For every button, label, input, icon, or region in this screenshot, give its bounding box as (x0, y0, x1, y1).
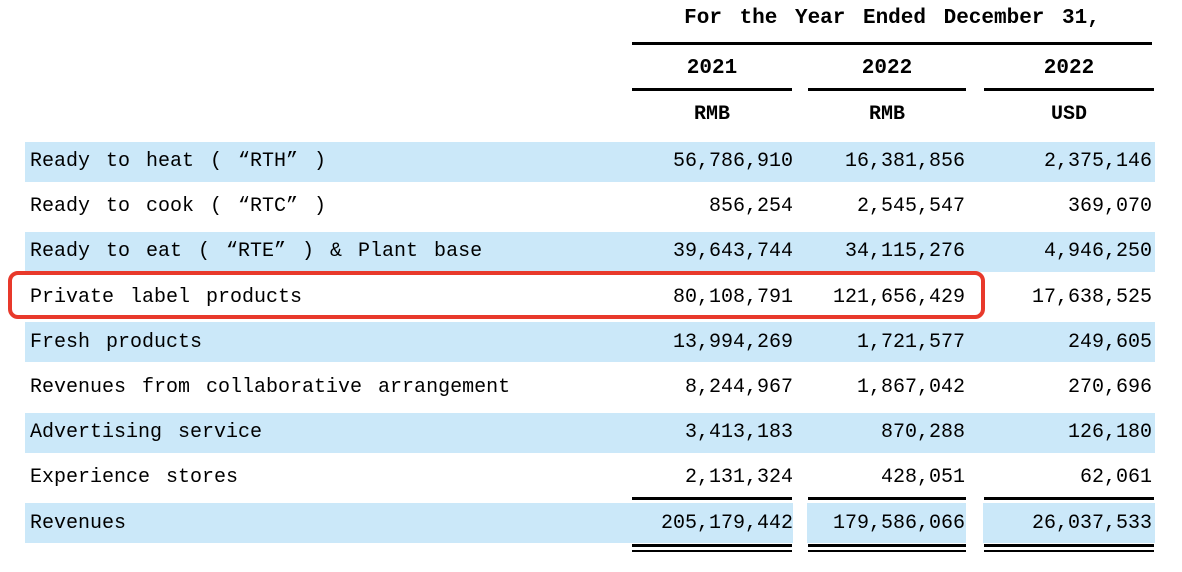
row-label: Advertising service (30, 421, 263, 445)
double-underline-2022-usd (984, 544, 1154, 552)
cell-2022-usd: 126,180 (1067, 421, 1152, 445)
double-underline-2021 (632, 544, 792, 552)
cell-2021-rmb: 56,786,910 (672, 150, 793, 174)
cell-2021-rmb: 8,244,967 (684, 376, 793, 400)
column-header-currency-rmb-1: RMB (693, 103, 730, 126)
cell-2022-usd: 369,070 (1067, 195, 1152, 219)
cell-2021-rmb: 2,131,324 (684, 466, 793, 490)
row-label: Ready to cook ( “RTC” ) (30, 195, 327, 219)
cell-2022-rmb: 179,586,066 (832, 511, 965, 535)
cell-2022-usd: 249,605 (1067, 330, 1152, 354)
cell-2022-usd: 4,946,250 (1043, 240, 1152, 264)
table-title: For the Year Ended December 31, (684, 7, 1100, 30)
double-underline-2022-rmb (808, 544, 966, 552)
cell-2022-usd: 270,696 (1067, 376, 1152, 400)
row-label: Experience stores (30, 466, 239, 490)
cell-2022-rmb: 1,867,042 (856, 376, 965, 400)
table-row-revenues-total: Revenues 205,179,442 179,586,066 26,037,… (25, 500, 1155, 546)
cell-2022-usd: 26,037,533 (1031, 511, 1152, 535)
table-row-private-label-products: Private label products 80,108,791 121,65… (25, 275, 1155, 320)
table-row-advertising-service: Advertising service 3,413,183 870,288 12… (25, 410, 1155, 456)
total-row-cell-gap (966, 502, 983, 544)
cell-2022-usd: 2,375,146 (1043, 150, 1152, 174)
cell-2022-rmb: 870,288 (880, 421, 965, 445)
row-label: Private label products (30, 285, 303, 309)
total-rule-2022-usd (984, 497, 1154, 500)
row-label: Fresh products (30, 330, 203, 354)
column-header-year-2022-rmb: 2022 (808, 50, 966, 91)
table-row-ready-to-cook: Ready to cook ( “RTC” ) 856,254 2,545,54… (25, 184, 1155, 229)
cell-2022-rmb: 121,656,429 (832, 285, 965, 309)
table-row-collaborative-arrangement: Revenues from collaborative arrangement … (25, 365, 1155, 410)
column-header-currency-rmb-2: RMB (868, 103, 905, 126)
cell-2021-rmb: 80,108,791 (672, 285, 793, 309)
table-row-fresh-products: Fresh products 13,994,269 1,721,577 249,… (25, 319, 1155, 365)
row-label: Ready to heat ( “RTH” ) (30, 150, 327, 174)
column-header-year-2022-usd: 2022 (984, 50, 1154, 91)
total-rule-2021 (632, 497, 792, 500)
cell-2021-rmb: 3,413,183 (684, 421, 793, 445)
cell-2022-rmb: 16,381,856 (844, 150, 965, 174)
column-header-currency-usd: USD (1050, 103, 1087, 126)
cell-2022-rmb: 34,115,276 (844, 240, 965, 264)
row-label: Revenues from collaborative arrangement (30, 376, 511, 400)
table-row-ready-to-heat: Ready to heat ( “RTH” ) 56,786,910 16,38… (25, 139, 1155, 185)
cell-2022-usd: 17,638,525 (1031, 285, 1152, 309)
header-top-rule (632, 42, 1152, 45)
table-row-experience-stores: Experience stores 2,131,324 428,051 62,0… (25, 455, 1155, 500)
cell-2022-rmb: 1,721,577 (856, 330, 965, 354)
cell-2022-usd: 62,061 (1079, 466, 1152, 490)
cell-2022-rmb: 2,545,547 (856, 195, 965, 219)
row-label: Revenues (30, 511, 127, 535)
total-rule-2022-rmb (808, 497, 966, 500)
total-row-cell-gap (793, 502, 807, 544)
cell-2021-rmb: 856,254 (708, 195, 793, 219)
cell-2021-rmb: 205,179,442 (660, 511, 793, 535)
cell-2021-rmb: 13,994,269 (672, 330, 793, 354)
row-label: Ready to eat ( “RTE” ) & Plant base (30, 240, 483, 264)
table-row-ready-to-eat: Ready to eat ( “RTE” ) & Plant base 39,6… (25, 229, 1155, 275)
column-header-year-2021: 2021 (632, 50, 792, 91)
cell-2022-rmb: 428,051 (880, 466, 965, 490)
cell-2021-rmb: 39,643,744 (672, 240, 793, 264)
table-body: Ready to heat ( “RTH” ) 56,786,910 16,38… (25, 139, 1155, 546)
